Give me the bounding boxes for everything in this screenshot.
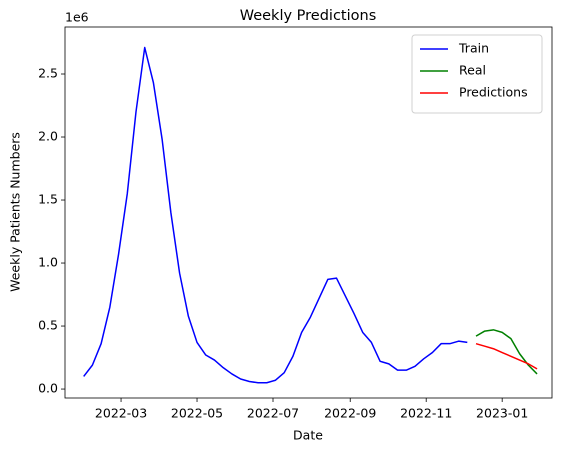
y-tick-label: 2.0	[38, 129, 58, 144]
x-tick-label: 2022-03	[95, 406, 147, 421]
series-line	[83, 46, 468, 384]
y-offset-text: 1e6	[65, 10, 89, 25]
x-tick-label: 2023-01	[476, 406, 528, 421]
y-tick-label: 1.5	[38, 192, 58, 207]
x-tick-label: 2022-09	[324, 406, 376, 421]
plot-frame	[64, 26, 553, 399]
y-tick-label: 2.5	[38, 66, 58, 81]
legend-label: Train	[458, 41, 489, 56]
legend-label: Real	[459, 63, 486, 78]
x-tick-label: 2022-11	[400, 406, 452, 421]
y-tick-label: 0.5	[38, 318, 58, 333]
series-line	[475, 342, 538, 370]
x-tick-label: 2022-05	[171, 406, 223, 421]
x-axis-label: Date	[293, 428, 323, 443]
series-line	[475, 329, 538, 375]
x-tick-label: 2022-07	[247, 406, 299, 421]
y-tick-label: 1.0	[38, 255, 58, 270]
y-axis-label: Weekly Patients Numbers	[8, 132, 23, 292]
chart-title: Weekly Predictions	[240, 8, 377, 24]
y-tick-label: 0.0	[38, 381, 58, 396]
legend-label: Predictions	[459, 85, 528, 100]
